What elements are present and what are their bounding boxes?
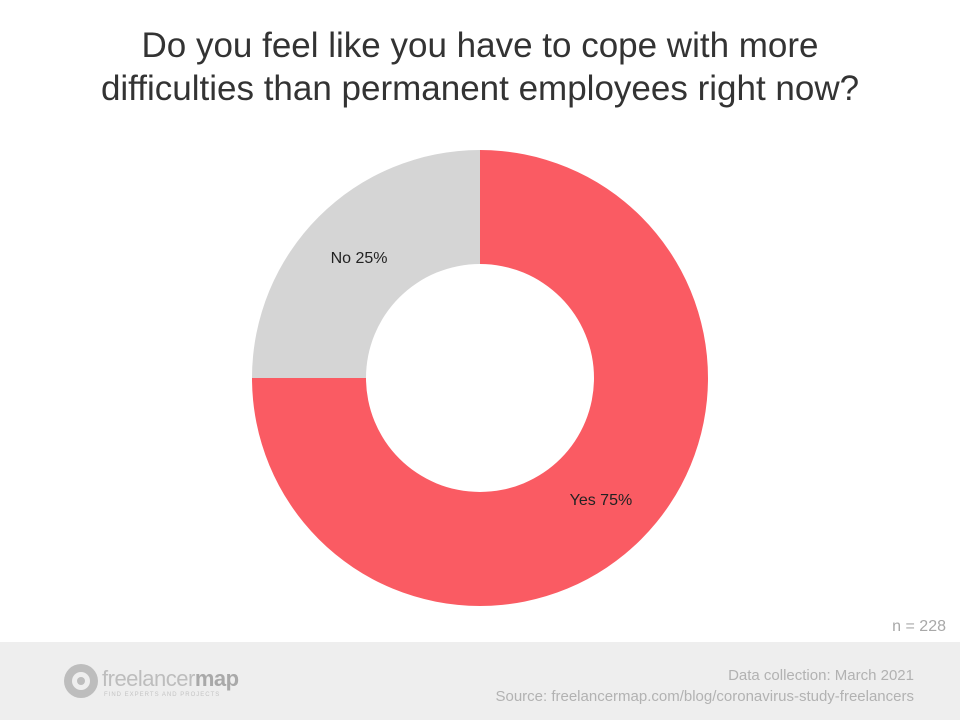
slice-label-yes: Yes 75% <box>570 492 633 509</box>
slice-label-no: No 25% <box>331 250 388 267</box>
sample-size-label: n = 228 <box>892 618 946 635</box>
data-collection-text: Data collection: March 2021 <box>728 667 914 684</box>
footer-source-info: Data collection: March 2021 Source: free… <box>495 665 914 707</box>
logo-wordmark: freelancermap <box>102 666 239 691</box>
chart-title-line-2: difficulties than permanent employees ri… <box>100 69 860 108</box>
freelancermap-logo-icon <box>64 664 98 698</box>
footer: freelancermap FIND EXPERTS AND PROJECTS … <box>0 642 960 720</box>
slice-yes <box>252 150 708 606</box>
source-text: Source: freelancermap.com/blog/coronavir… <box>495 688 914 705</box>
logo-tagline: FIND EXPERTS AND PROJECTS <box>104 692 221 698</box>
chart-title-line-1: Do you feel like you have to cope with m… <box>141 26 819 65</box>
chart-title: Do you feel like you have to cope with m… <box>0 24 960 110</box>
slice-no <box>252 150 480 378</box>
